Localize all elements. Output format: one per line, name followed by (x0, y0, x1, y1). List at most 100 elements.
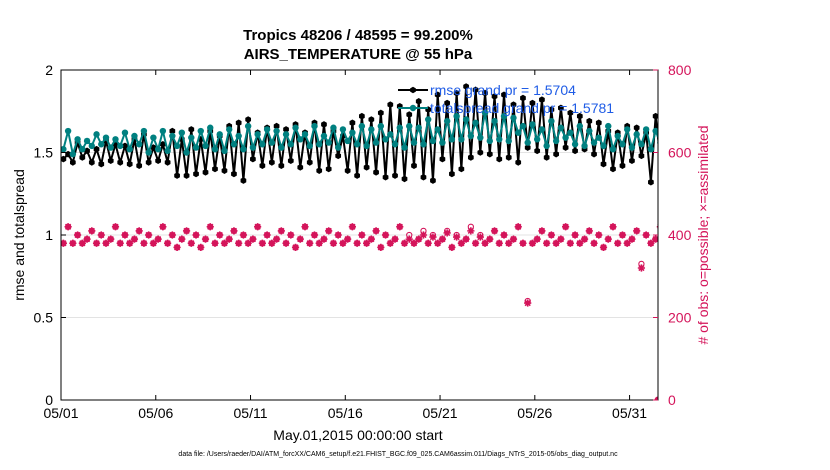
point-totalspread (259, 141, 266, 148)
point-totalspread (714, 143, 720, 149)
point-totalspread (624, 126, 631, 133)
point-totalspread (93, 131, 100, 138)
point-rmse (98, 160, 105, 168)
obs-assimilated-point (111, 223, 120, 231)
point-rmse (65, 150, 71, 158)
point-totalspread (159, 127, 167, 135)
obs-assimilated-point (263, 231, 271, 239)
obs-assimilated-point (178, 235, 186, 243)
point-rmse (155, 157, 161, 165)
obs-assimilated-series (61, 223, 658, 307)
point-rmse (543, 154, 550, 161)
point-totalspread (112, 136, 119, 143)
point-rmse (316, 167, 323, 174)
obs-assimilated-point (400, 239, 409, 247)
obs-assimilated-point (637, 264, 646, 272)
point-totalspread (240, 146, 247, 153)
point-rmse (411, 162, 417, 169)
obs-assimilated-point (519, 239, 527, 247)
point-totalspread (202, 142, 209, 150)
point-totalspread (662, 121, 668, 127)
point-totalspread (226, 126, 233, 133)
point-rmse (700, 120, 706, 127)
obs-assimilated-point (325, 227, 333, 235)
obs-assimilated-point (623, 239, 631, 247)
point-rmse (520, 94, 526, 102)
obs-assimilated-point (83, 235, 91, 243)
obs-assimilated-point (206, 223, 214, 231)
legend-marker-totalspread (409, 104, 417, 112)
point-rmse (458, 165, 465, 173)
point-totalspread (363, 142, 370, 150)
obs-assimilated-point (367, 235, 375, 243)
point-totalspread (69, 150, 77, 158)
point-totalspread (415, 124, 422, 131)
y-right-tick-label: 600 (668, 145, 692, 161)
point-totalspread (605, 122, 612, 130)
point-totalspread (268, 139, 276, 146)
point-totalspread (586, 127, 593, 135)
legend-label-totalspread: totalspread grand pr = 1.5781 (430, 100, 614, 116)
point-totalspread (330, 124, 337, 131)
point-totalspread (249, 144, 257, 151)
y-right-tick-label: 0 (668, 392, 676, 408)
point-totalspread (538, 126, 546, 133)
obs-assimilated-point (272, 235, 281, 243)
point-totalspread (467, 132, 475, 140)
point-rmse (183, 172, 190, 179)
point-rmse (107, 157, 114, 165)
point-totalspread (614, 132, 621, 140)
obs-assimilated-point (576, 239, 584, 247)
obs-assimilated-point (505, 239, 513, 247)
point-totalspread (244, 122, 252, 130)
point-rmse (278, 162, 285, 169)
point-totalspread (590, 139, 598, 146)
point-totalspread (410, 139, 418, 146)
point-rmse (188, 126, 195, 133)
obs-assimilated-point (135, 227, 143, 235)
obs-assimilated-point (230, 227, 238, 235)
point-totalspread (353, 141, 361, 148)
series-totalspread (61, 109, 720, 158)
obs-assimilated-point (533, 235, 541, 243)
obs-assimilated-point (571, 231, 579, 239)
obs-assimilated-point (329, 239, 338, 247)
y-right-tick-label: 400 (668, 227, 692, 243)
point-rmse (79, 154, 86, 161)
obs-assimilated-point (486, 235, 494, 243)
point-totalspread (64, 127, 72, 135)
point-rmse (335, 152, 342, 160)
point-totalspread (173, 142, 181, 150)
point-rmse (491, 93, 498, 100)
obs-assimilated-point (339, 239, 347, 247)
obs-assimilated-point (268, 239, 276, 247)
obs-assimilated-point (140, 239, 148, 247)
point-rmse (231, 170, 237, 178)
point-rmse (439, 155, 446, 163)
obs-assimilated-point (599, 243, 608, 251)
obs-assimilated-point (604, 235, 612, 243)
obs-assimilated-point (353, 239, 361, 247)
obs-assimilated-point (258, 239, 266, 247)
y-tick-label: 0.5 (34, 310, 54, 326)
chart-title-line2: AIRS_TEMPERATURE @ 55 hPa (244, 46, 473, 63)
obs-assimilated-point (306, 239, 314, 247)
point-rmse (638, 152, 645, 160)
y-tick-label: 2 (45, 62, 53, 78)
point-totalspread (325, 139, 332, 146)
point-totalspread (230, 141, 238, 148)
point-totalspread (197, 127, 204, 135)
point-totalspread (552, 137, 560, 145)
point-rmse (444, 99, 451, 107)
obs-assimilated-point (168, 231, 176, 239)
obs-assimilated-point (476, 233, 484, 241)
point-rmse (392, 172, 398, 179)
point-totalspread (169, 132, 176, 140)
point-totalspread (368, 126, 375, 133)
obs-assimilated-point (377, 243, 385, 251)
point-totalspread (515, 129, 522, 136)
y-right-tick-label: 800 (668, 62, 692, 78)
point-totalspread (183, 149, 190, 156)
point-totalspread (98, 141, 105, 148)
legend: rmse grand pr = 1.5704 totalspread grand… (398, 82, 614, 116)
